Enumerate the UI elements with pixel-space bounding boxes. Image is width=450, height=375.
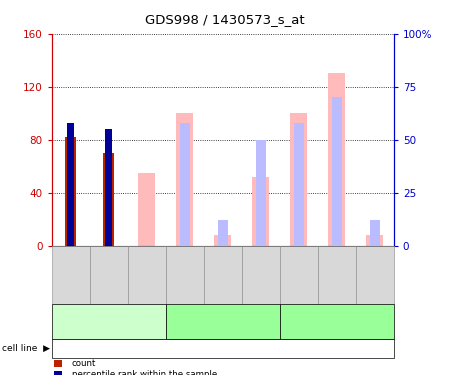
- Text: GSM34977: GSM34977: [62, 251, 71, 298]
- Bar: [294, 123, 303, 246]
- Text: GSM34970: GSM34970: [252, 251, 261, 298]
- Bar: [218, 220, 228, 246]
- Text: GSM34982: GSM34982: [366, 251, 375, 298]
- Bar: [176, 113, 194, 246]
- Bar: [68, 123, 74, 246]
- Text: GSM34979: GSM34979: [138, 251, 147, 298]
- Bar: [105, 129, 112, 246]
- Text: N1E-115 wild type: N1E-115 wild type: [67, 316, 150, 326]
- Bar: [214, 235, 231, 246]
- Text: GSM34978: GSM34978: [100, 251, 109, 298]
- Bar: [252, 177, 269, 246]
- Text: GSM34980: GSM34980: [290, 251, 299, 298]
- Text: percentile rank within the sample: percentile rank within the sample: [72, 370, 217, 375]
- Bar: [332, 98, 342, 246]
- Bar: [65, 137, 77, 246]
- Text: GSM34981: GSM34981: [328, 251, 337, 298]
- Bar: [366, 235, 383, 246]
- Text: GSM34969: GSM34969: [214, 251, 223, 298]
- Bar: [290, 113, 307, 246]
- Text: GDS998 / 1430573_s_at: GDS998 / 1430573_s_at: [145, 13, 305, 26]
- Bar: [328, 74, 345, 246]
- Text: count: count: [72, 359, 96, 368]
- Text: cell line  ▶: cell line ▶: [2, 344, 50, 353]
- Text: GSM34968: GSM34968: [176, 251, 185, 298]
- Bar: [180, 123, 189, 246]
- Bar: [103, 153, 114, 246]
- Bar: [138, 173, 155, 246]
- Text: N1E-115 Tcof1
overexpressed: N1E-115 Tcof1 overexpressed: [189, 311, 256, 331]
- Bar: [370, 220, 379, 246]
- Text: N1E-115 Tcof1
inactivated: N1E-115 Tcof1 inactivated: [304, 311, 369, 331]
- Bar: [256, 140, 265, 246]
